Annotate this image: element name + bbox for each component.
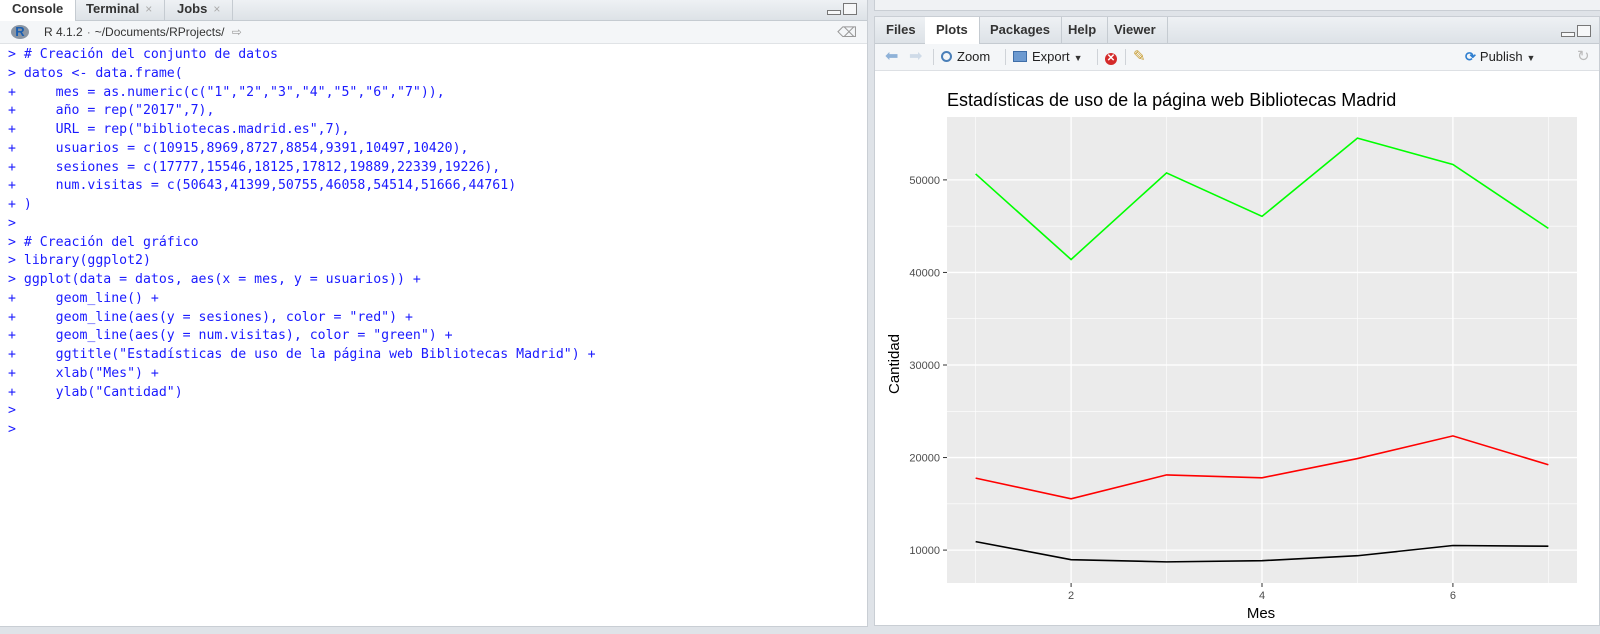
- console-line: + geom_line(aes(y = sesiones), color = "…: [8, 309, 413, 325]
- export-button[interactable]: Export ▼: [1013, 48, 1083, 66]
- x-axis-title: Mes: [1247, 605, 1275, 622]
- zoom-label: Zoom: [957, 49, 991, 64]
- console-line: >: [8, 422, 16, 437]
- tab-viewer[interactable]: Viewer: [1103, 17, 1168, 43]
- tab-console-label: Console: [12, 1, 64, 16]
- tab-plots-label: Plots: [936, 22, 968, 37]
- tab-terminal-label: Terminal: [86, 1, 140, 16]
- minimize-icon[interactable]: [827, 10, 841, 15]
- clear-plot-icon: ✕: [1105, 53, 1117, 65]
- publish-icon: ⟳: [1465, 49, 1476, 64]
- console-line: >: [8, 403, 16, 419]
- console-tabbar: Console Terminal × Jobs ×: [0, 0, 867, 21]
- console-line: + URL = rep("bibliotecas.madrid.es",7),: [8, 122, 350, 137]
- console-pane: Console Terminal × Jobs × R R 4.1.2 · ~/Docu…: [0, 0, 868, 627]
- pane-window-controls: [825, 3, 857, 18]
- x-tick-label: 6: [1450, 590, 1456, 602]
- console-line: + num.visitas = c(50643,41399,50755,4605…: [8, 178, 517, 194]
- close-icon[interactable]: ×: [145, 2, 153, 16]
- tab-console[interactable]: Console: [0, 0, 77, 21]
- console-line: > # Creación del gráfico: [8, 234, 199, 250]
- broom-icon[interactable]: ✎: [1133, 48, 1146, 65]
- tab-packages[interactable]: Packages: [979, 17, 1062, 43]
- series-line-1: [975, 540, 1549, 563]
- export-icon: [1013, 51, 1027, 62]
- tab-help-label: Help: [1068, 22, 1097, 37]
- tab-help[interactable]: Help: [1057, 17, 1109, 43]
- tab-files[interactable]: Files: [875, 17, 928, 43]
- console-line: + ggtitle("Estadísticas de uso de la pág…: [8, 347, 596, 362]
- console-line: + mes = as.numeric(c("1","2","3","4","5"…: [8, 84, 445, 100]
- series-line-3: [975, 137, 1549, 261]
- toolbar-divider: [1125, 49, 1126, 65]
- plots-toolbar: ⬅ ➡ Zoom Export ▼ ✕ ✎ ⟳ Publish ▼ ↻: [875, 44, 1599, 71]
- x-tick-label: 4: [1259, 590, 1265, 602]
- r-version: R 4.1.2: [44, 25, 83, 39]
- working-directory[interactable]: ~/Documents/RProjects/: [94, 25, 225, 39]
- separator: ·: [86, 25, 91, 39]
- console-line: > # Creación del conjunto de datos: [8, 47, 278, 62]
- go-to-directory-icon[interactable]: ⇨: [231, 25, 242, 39]
- r-logo-icon: R: [11, 25, 29, 39]
- zoom-icon: [941, 51, 952, 62]
- y-tick-label: 40000: [909, 267, 940, 279]
- arrow-left-icon[interactable]: ⬅: [885, 48, 899, 65]
- export-label: Export: [1032, 49, 1070, 64]
- tab-terminal[interactable]: Terminal ×: [74, 0, 166, 20]
- source-pane-collapsed[interactable]: [874, 0, 1600, 11]
- tab-jobs[interactable]: Jobs ×: [165, 0, 234, 20]
- tab-packages-label: Packages: [990, 22, 1050, 37]
- toolbar-divider: [1005, 49, 1006, 65]
- maximize-icon[interactable]: [843, 3, 857, 15]
- console-line: + usuarios = c(10915,8969,8727,8854,9391…: [8, 140, 469, 156]
- line-chart: 10000 20000 30000 40000 50000 2 4 6 Estadística…: [886, 90, 1577, 622]
- console-line: + xlab("Mes") +: [8, 365, 159, 381]
- y-tick-label: 30000: [909, 360, 940, 372]
- console-line: + ylab("Cantidad"): [8, 384, 183, 400]
- plots-pane: Files Plots Packages Help Viewer ⬅ ➡ Zoo…: [874, 16, 1600, 626]
- y-tick-label: 50000: [909, 175, 940, 187]
- toolbar-divider: [933, 49, 934, 65]
- console-line: + geom_line(aes(y = num.visitas), color …: [8, 328, 453, 344]
- zoom-button[interactable]: Zoom: [941, 48, 990, 66]
- console-output[interactable]: > # Creación del conjunto de datos > dat…: [8, 46, 863, 626]
- tab-viewer-label: Viewer: [1114, 22, 1156, 37]
- x-tick-label: 2: [1068, 590, 1074, 602]
- series-line-2: [975, 435, 1549, 500]
- minimize-icon[interactable]: [1561, 32, 1575, 37]
- y-tick-label: 10000: [909, 545, 940, 557]
- clear-plot-button[interactable]: ✕: [1105, 48, 1117, 66]
- maximize-icon[interactable]: [1577, 25, 1591, 37]
- chevron-down-icon: ▼: [1526, 53, 1536, 63]
- pane-window-controls: [1559, 25, 1591, 40]
- close-icon[interactable]: ×: [213, 2, 221, 16]
- chevron-down-icon: ▼: [1073, 53, 1083, 63]
- y-tick-label: 20000: [909, 453, 940, 465]
- console-header: R R 4.1.2 · ~/Documents/RProjects/ ⇨ ⌫: [0, 21, 867, 44]
- publish-button[interactable]: ⟳ Publish ▼: [1465, 48, 1535, 66]
- tab-files-label: Files: [886, 22, 916, 37]
- console-line: + año = rep("2017",7),: [8, 103, 215, 119]
- console-line: > library(ggplot2): [8, 253, 151, 269]
- chart-title: Estadísticas de uso de la página web Bib…: [947, 90, 1396, 110]
- plot-area: 10000 20000 30000 40000 50000 2 4 6 Estadística…: [875, 71, 1599, 625]
- console-line: + ): [8, 197, 32, 212]
- console-line: > datos <- data.frame(: [8, 65, 183, 81]
- arrow-right-icon[interactable]: ➡: [909, 48, 923, 65]
- clear-console-icon[interactable]: ⌫: [837, 24, 857, 40]
- console-line: + sesiones = c(17777,15546,18125,17812,1…: [8, 159, 501, 175]
- plots-tabbar: Files Plots Packages Help Viewer: [875, 17, 1599, 44]
- console-line: > ggplot(data = datos, aes(x = mes, y = …: [8, 272, 421, 287]
- tab-plots[interactable]: Plots: [925, 17, 980, 44]
- console-line: + geom_line() +: [8, 290, 159, 306]
- console-path: R 4.1.2 · ~/Documents/RProjects/ ⇨: [44, 25, 242, 39]
- toolbar-divider: [1097, 49, 1098, 65]
- refresh-icon[interactable]: ↻: [1577, 48, 1590, 65]
- y-axis-title: Cantidad: [886, 334, 903, 394]
- console-line: >: [8, 215, 16, 231]
- publish-label: Publish: [1479, 49, 1523, 64]
- tab-jobs-label: Jobs: [177, 1, 208, 16]
